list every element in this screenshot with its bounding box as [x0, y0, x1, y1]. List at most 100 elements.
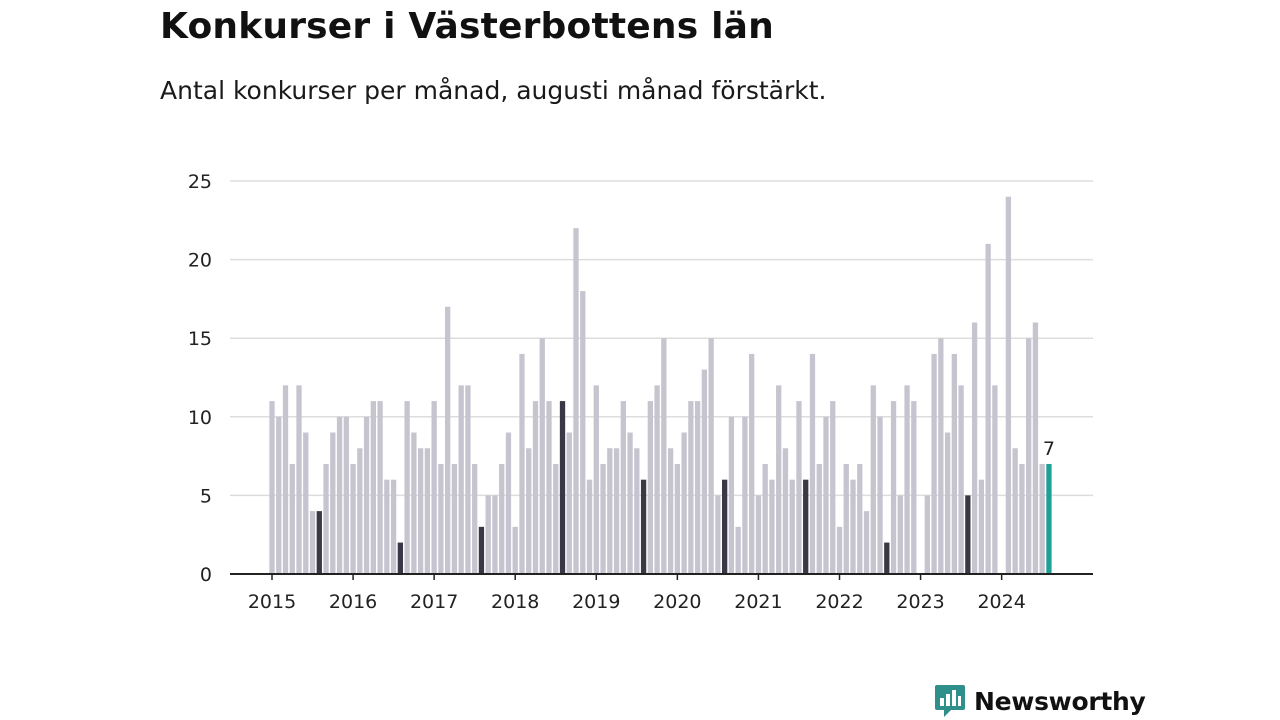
bar — [681, 432, 687, 574]
bar — [857, 463, 863, 574]
bar — [931, 353, 937, 574]
bar — [370, 401, 376, 574]
bar — [796, 401, 802, 574]
x-tick-label: 2023 — [896, 591, 944, 613]
bar — [971, 322, 978, 574]
y-tick-label: 5 — [200, 485, 212, 507]
x-tick-label: 2015 — [248, 591, 296, 613]
bar — [519, 353, 525, 574]
bar — [830, 401, 836, 574]
bar — [580, 291, 586, 574]
bar — [782, 448, 789, 574]
bar — [809, 353, 816, 574]
bar — [276, 416, 282, 574]
bar — [1032, 322, 1039, 574]
bar — [512, 526, 518, 574]
bar — [850, 479, 856, 574]
bar — [431, 401, 437, 574]
bar — [769, 479, 775, 574]
x-tick-label: 2018 — [491, 591, 539, 613]
bar — [323, 463, 329, 574]
bar — [688, 401, 694, 574]
bar — [958, 385, 964, 574]
x-tick-label: 2024 — [977, 591, 1025, 613]
bar — [789, 479, 795, 574]
bar — [1039, 463, 1045, 574]
bar — [350, 463, 356, 574]
bar — [282, 385, 289, 574]
bar — [938, 338, 944, 574]
bar — [296, 385, 302, 574]
chart-subtitle: Antal konkurser per månad, augusti månad… — [160, 76, 827, 105]
bar — [363, 416, 370, 574]
latest-value-label: 7 — [1043, 438, 1055, 460]
bar — [417, 448, 424, 574]
bar — [863, 511, 870, 574]
bar — [485, 495, 491, 574]
bar-august — [559, 401, 566, 574]
bar — [532, 401, 539, 574]
bar — [728, 416, 735, 574]
bar — [985, 243, 991, 574]
bar — [1026, 338, 1032, 574]
bar — [472, 463, 478, 574]
logo-text: Newsworthy — [974, 686, 1146, 716]
newsworthy-logo-icon — [935, 685, 965, 717]
bar — [978, 479, 985, 574]
x-tick-label: 2016 — [329, 591, 377, 613]
bar — [694, 401, 701, 574]
x-tick-label: 2019 — [572, 591, 620, 613]
chart-title: Konkurser i Västerbottens län — [160, 6, 774, 47]
bar — [336, 416, 343, 574]
bar — [526, 448, 532, 574]
bar — [539, 338, 545, 574]
bar — [951, 353, 958, 574]
bars — [269, 196, 1052, 574]
bar-august — [803, 479, 809, 574]
bar — [424, 448, 431, 574]
bar — [613, 448, 620, 574]
bar — [992, 385, 998, 574]
x-axis-ticks: 2015 2016 2017 2018 2019 2020 2021 2022 2023 2024 — [248, 574, 1026, 613]
bar-august — [884, 542, 890, 574]
bar — [742, 416, 748, 574]
bar-latest — [1046, 463, 1052, 574]
bar — [1019, 463, 1025, 574]
bar — [1012, 448, 1018, 574]
bar — [735, 526, 741, 574]
bar — [343, 416, 349, 574]
bar — [674, 463, 681, 574]
bar — [870, 385, 876, 574]
bar — [823, 416, 829, 574]
bar — [647, 401, 653, 574]
bar — [309, 511, 316, 574]
bar — [586, 479, 593, 574]
bar — [708, 338, 714, 574]
bar — [843, 463, 849, 574]
bar-august — [316, 511, 322, 574]
bar — [654, 385, 660, 574]
newsworthy-logo[interactable]: Newsworthy — [934, 683, 1146, 719]
bar — [573, 228, 579, 574]
bar — [755, 495, 762, 574]
bar — [924, 495, 930, 574]
bar — [330, 432, 336, 574]
bar — [661, 338, 667, 574]
bar — [553, 463, 559, 574]
bar — [451, 463, 458, 574]
bar — [269, 401, 275, 574]
bar — [890, 401, 897, 574]
bar — [600, 463, 606, 574]
bar — [499, 463, 505, 574]
x-tick-label: 2020 — [653, 591, 701, 613]
bar — [390, 479, 397, 574]
bar-august — [722, 479, 728, 574]
bar — [701, 369, 708, 574]
y-tick-label: 20 — [188, 250, 212, 272]
bar — [836, 526, 843, 574]
bar — [877, 416, 883, 574]
bar — [715, 495, 721, 574]
bar — [776, 385, 782, 574]
x-tick-label: 2022 — [815, 591, 863, 613]
